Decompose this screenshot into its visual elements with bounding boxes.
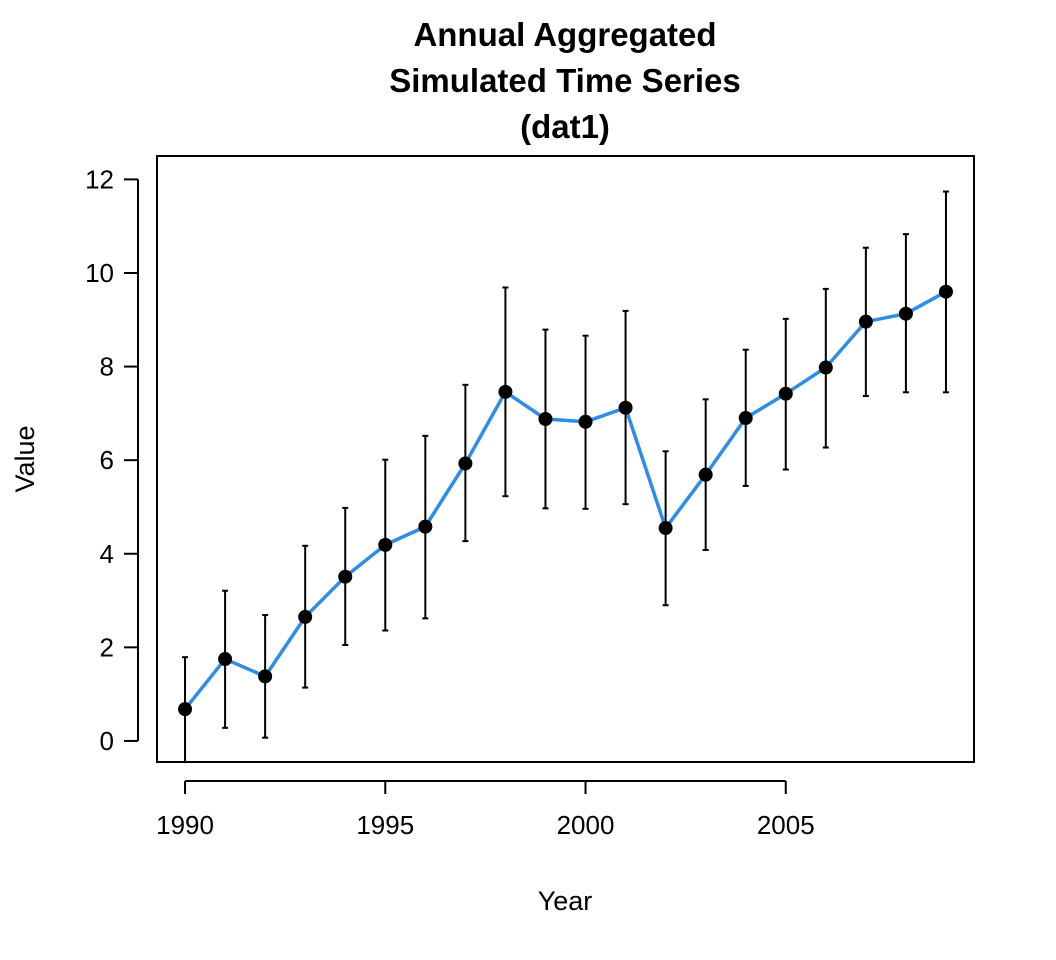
data-point <box>938 284 953 299</box>
chart-title: Annual Aggregated Simulated Time Series … <box>389 16 741 145</box>
data-point <box>258 669 273 684</box>
x-tick-label: 2005 <box>757 810 815 840</box>
chart-title-line-3: (dat1) <box>520 108 610 145</box>
data-point <box>698 467 713 482</box>
data-point <box>858 314 873 329</box>
plot-frame <box>156 155 975 763</box>
data-point <box>418 519 433 534</box>
series-line <box>183 290 947 711</box>
data-point <box>298 609 313 624</box>
error-bars <box>182 190 949 763</box>
data-point <box>218 652 233 667</box>
y-tick-label: 4 <box>100 539 114 569</box>
data-point <box>538 411 553 426</box>
y-axis-label: Value <box>10 425 40 492</box>
x-tick-label: 2000 <box>557 810 615 840</box>
data-point <box>498 384 513 399</box>
chart-title-line-1: Annual Aggregated <box>413 16 716 53</box>
x-tick-label: 1990 <box>156 810 214 840</box>
data-point <box>778 386 793 401</box>
data-point <box>378 537 393 552</box>
x-tick-label: 1995 <box>356 810 414 840</box>
y-tick-label: 8 <box>100 352 114 382</box>
y-tick-label: 10 <box>85 258 114 288</box>
y-tick-label: 2 <box>100 632 114 662</box>
y-tick-label: 12 <box>85 164 114 194</box>
data-point <box>338 569 353 584</box>
y-tick-label: 6 <box>100 445 114 475</box>
data-point <box>818 360 833 375</box>
y-tick-label: 0 <box>100 726 114 756</box>
data-point <box>578 414 593 429</box>
data-point <box>658 521 673 536</box>
data-point <box>738 411 753 426</box>
data-point <box>898 306 913 321</box>
chart-title-line-2: Simulated Time Series <box>389 62 741 99</box>
data-point <box>178 702 193 717</box>
x-axis: 1990 1995 2000 2005 <box>156 780 815 840</box>
data-point <box>458 456 473 471</box>
data-point <box>618 400 633 415</box>
data-points <box>178 284 953 717</box>
x-axis-label: Year <box>538 886 593 916</box>
y-axis: 0 2 4 6 8 10 12 <box>85 164 139 756</box>
